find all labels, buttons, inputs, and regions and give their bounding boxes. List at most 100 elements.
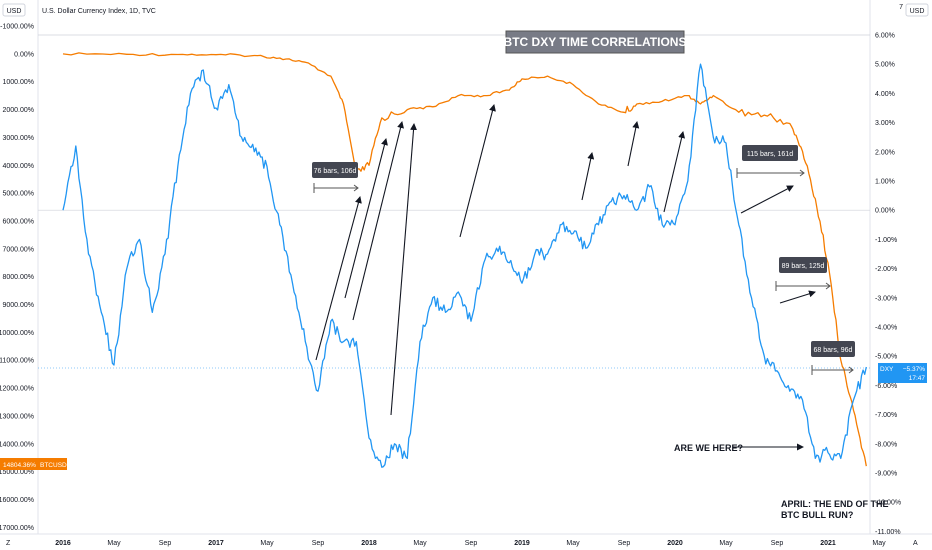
arrow-line	[627, 121, 640, 167]
x-tick-label: May	[566, 540, 580, 547]
left-tick-label: 12000.00%	[0, 386, 34, 393]
right-tick-label: -5.00%	[875, 354, 897, 361]
log-scale-toggle[interactable]: Z	[6, 540, 11, 547]
right-currency-label: USD	[910, 8, 925, 15]
measure-arrow-icon	[848, 366, 854, 374]
x-tick-label: Sep	[159, 540, 172, 547]
x-axis-ticks: 2016 May Sep 2017 May Sep 2018 May Sep 2019 May Sep…	[55, 540, 886, 547]
arrow-line	[581, 152, 595, 201]
right-tick-label: 6.00%	[875, 33, 895, 40]
chart-title-box: BTC DXY TIME CORRELATIONS	[504, 30, 687, 54]
measure-76-bars: 76 bars, 106d	[312, 162, 359, 193]
right-tick-label: -7.00%	[875, 412, 897, 419]
arrow-line	[390, 123, 418, 416]
x-tick-label: May	[413, 540, 427, 547]
dxy-series-line	[62, 63, 867, 468]
right-tick-label: -6.00%	[875, 383, 897, 390]
measure-label-76: 76 bars, 106d	[314, 168, 357, 175]
left-tick-label: 0.00%	[14, 51, 34, 58]
left-tick-label: -1000.00%	[0, 24, 34, 31]
measure-arrow-icon	[799, 169, 805, 177]
left-tick-label: 5000.00%	[2, 191, 34, 198]
auto-scale-toggle[interactable]: A	[913, 540, 918, 547]
x-tick-label: 2016	[55, 540, 71, 547]
dxy-countdown: 17:47	[909, 375, 926, 382]
right-axis-ticks: 6.00% 5.00% 4.00% 3.00% 2.00% 1.00% 0.00% -1.00…	[875, 33, 901, 536]
x-tick-label: Sep	[312, 540, 325, 547]
arrow-line	[352, 121, 404, 321]
measure-label-box	[312, 162, 358, 178]
measure-label-box	[779, 257, 827, 273]
btc-last-value-tag: 14804.36% BTCUSD	[0, 458, 67, 470]
annotation-april-line2: BTC BULL RUN?	[781, 510, 853, 520]
symbol-title: U.S. Dollar Currency Index, 1D, TVC	[42, 8, 156, 15]
left-tick-label: 10000.00%	[0, 330, 34, 337]
btc-symbol: BTCUSD	[40, 462, 67, 469]
measure-arrow-icon	[353, 184, 359, 192]
left-tick-label: 14000.00%	[0, 441, 34, 448]
right-currency-button[interactable]	[905, 3, 929, 17]
arrow-line	[740, 185, 794, 214]
right-tick-label: 0.00%	[875, 208, 895, 215]
right-tick-label: -1.00%	[875, 237, 897, 244]
arrow-line	[459, 104, 496, 238]
right-tick-label: -3.00%	[875, 295, 897, 302]
left-currency-button[interactable]	[2, 3, 26, 17]
arrow-line	[663, 131, 686, 213]
left-tick-label: 2000.00%	[2, 107, 34, 114]
btc-tag-background	[0, 458, 67, 470]
right-tick-label: 2.00%	[875, 149, 895, 156]
right-tick-label: 1.00%	[875, 179, 895, 186]
x-tick-label: 2021	[820, 540, 836, 547]
right-tick-label: -4.00%	[875, 325, 897, 332]
left-tick-label: 4000.00%	[2, 163, 34, 170]
x-tick-label: Sep	[771, 540, 784, 547]
annotation-arrows	[315, 104, 816, 451]
measure-label-box	[811, 341, 855, 357]
right-tick-label: -10.00%	[875, 500, 901, 507]
left-tick-label: 16000.00%	[0, 497, 34, 504]
measure-89-bars: 89 bars, 125d	[775, 257, 831, 291]
arrow-line	[315, 196, 362, 361]
x-tick-label: May	[872, 540, 886, 547]
left-tick-label: 6000.00%	[2, 218, 34, 225]
right-tick-label: 4.00%	[875, 91, 895, 98]
annotation-are-we-here: ARE WE HERE?	[674, 443, 743, 453]
plot-frame	[0, 0, 932, 535]
x-tick-label: May	[260, 540, 274, 547]
left-tick-label: 7000.00%	[2, 246, 34, 253]
measure-label-68: 68 bars, 96d	[814, 347, 853, 354]
x-tick-label: May	[107, 540, 121, 547]
x-tick-label: Sep	[618, 540, 631, 547]
dxy-tag-background	[878, 363, 927, 383]
right-tick-label: -2.00%	[875, 266, 897, 273]
x-tick-label: 2018	[361, 540, 377, 547]
measure-label-89: 89 bars, 125d	[782, 263, 825, 270]
measure-115-bars: 115 bars, 161d	[736, 145, 805, 178]
dxy-symbol: DXY	[880, 366, 894, 373]
x-tick-label: Sep	[465, 540, 478, 547]
annotation-april-line1: APRIL: THE END OF THE	[781, 499, 889, 509]
measure-label-115: 115 bars, 161d	[747, 151, 793, 158]
x-tick-label: 2019	[514, 540, 530, 547]
measure-68-bars: 68 bars, 96d	[811, 341, 855, 375]
left-axis-ticks: -1000.00% 0.00% 1000.00% 2000.00% 3000.00% 40…	[0, 24, 34, 532]
chart-title: BTC DXY TIME CORRELATIONS	[504, 35, 687, 49]
x-tick-label: May	[719, 540, 733, 547]
arrow-line	[344, 138, 388, 299]
x-tick-label: 2017	[208, 540, 224, 547]
measure-arrow-icon	[825, 282, 831, 290]
left-tick-label: 15000.00%	[0, 469, 34, 476]
dxy-last-value: −5.37%	[903, 366, 925, 373]
x-tick-label: 2020	[667, 540, 683, 547]
left-tick-label: 1000.00%	[2, 79, 34, 86]
left-tick-label: 13000.00%	[0, 413, 34, 420]
right-tick-label: -8.00%	[875, 441, 897, 448]
dxy-last-value-tag: DXY −5.37% 17:47	[878, 363, 927, 383]
left-tick-label: 9000.00%	[2, 302, 34, 309]
chart-header: USD U.S. Dollar Currency Index, 1D, TVC …	[2, 3, 929, 17]
btcusd-series-line	[62, 52, 867, 467]
left-tick-label: 3000.00%	[2, 135, 34, 142]
